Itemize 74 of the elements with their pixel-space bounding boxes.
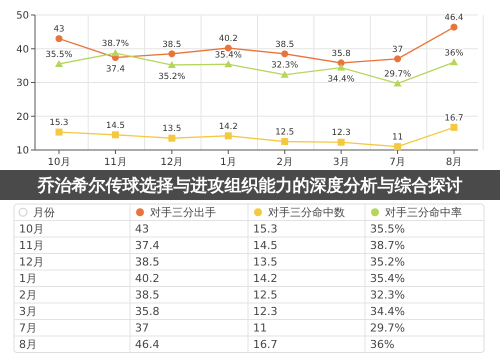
data-label: 32.3% — [271, 60, 298, 71]
text: 46.4 — [135, 338, 160, 351]
category-label: 10月 — [19, 222, 44, 236]
text: 14.2 — [253, 272, 278, 285]
category-label: 3月 — [19, 305, 37, 318]
text: 32.3% — [370, 288, 405, 302]
y-tick-label: 50 — [16, 10, 29, 22]
category-label: 2月 — [19, 288, 37, 302]
data-label: 37.4 — [106, 64, 125, 75]
x-tick-label: 1月 — [220, 157, 236, 168]
legend-title: 月份 — [33, 206, 55, 219]
legend-label: 对手三分命中数 — [268, 206, 345, 219]
data-label: 40.2 — [218, 34, 238, 44]
text: 35.8 — [135, 305, 160, 318]
x-tick-label: 11月 — [104, 157, 127, 168]
text: 35.4% — [370, 272, 405, 285]
text: 40.2 — [135, 272, 160, 285]
text: 38.5 — [135, 288, 160, 302]
text: 14.5 — [253, 239, 278, 252]
data-label: 34.4% — [328, 74, 355, 85]
data-label: 14.5 — [106, 120, 125, 131]
text: 15.3 — [253, 222, 278, 236]
text: 16.7 — [253, 338, 278, 351]
text: 37.4 — [135, 239, 160, 252]
text: 38.7% — [370, 239, 405, 252]
text: 12.3 — [253, 305, 278, 318]
category-label: 8月 — [19, 338, 37, 351]
legend-label: 对手三分出手 — [150, 206, 216, 219]
data-label: 38.7% — [102, 39, 129, 50]
data-label: 35.2% — [158, 72, 186, 82]
text: 35.5% — [370, 222, 405, 236]
data-label: 29.7% — [384, 70, 412, 80]
text: 13.5 — [253, 256, 278, 268]
data-label: 14.2 — [218, 122, 238, 132]
data-label: 35.8 — [332, 48, 351, 59]
data-label: 16.7 — [444, 113, 464, 124]
x-tick-label: 12月 — [160, 157, 184, 168]
data-label: 11 — [392, 132, 403, 143]
data-label: 15.3 — [50, 118, 68, 128]
data-label: 36% — [444, 48, 464, 58]
data-label: 38.5 — [275, 40, 294, 50]
text: 37 — [135, 322, 149, 334]
data-label: 35.5% — [45, 50, 73, 60]
x-tick-label: 8月 — [446, 157, 462, 168]
data-label: 46.4 — [444, 13, 464, 24]
y-tick-label: 40 — [16, 44, 29, 56]
data-label: 35.4% — [214, 50, 242, 60]
data-label: 37 — [392, 44, 403, 55]
text: 34.4% — [370, 305, 405, 318]
y-tick-label: 20 — [16, 112, 29, 123]
text: 36% — [370, 338, 394, 351]
y-tick-label: 10 — [16, 146, 29, 156]
text: 乔治希尔传球选择与进攻组织能力的深度分析与综合探讨 — [36, 176, 462, 196]
data-label: 13.5 — [162, 124, 182, 134]
category-label: 7月 — [19, 322, 37, 334]
category-label: 1月 — [19, 272, 37, 285]
text: 29.7% — [370, 322, 405, 334]
text: 12.5 — [253, 288, 278, 302]
data-label: 12.5 — [275, 128, 294, 138]
data-label: 38.5 — [162, 40, 182, 50]
x-tick-label: 3月 — [332, 157, 350, 168]
x-tick-label: 7月 — [389, 157, 406, 168]
data-label: 12.3 — [332, 128, 351, 138]
text: 35.2% — [370, 256, 405, 268]
text: 43 — [135, 222, 149, 236]
x-tick-label: 10月 — [48, 157, 70, 168]
x-tick-label: 2月 — [276, 157, 293, 168]
category-label: 12月 — [19, 256, 44, 268]
y-tick-label: 30 — [16, 78, 29, 89]
category-label: 11月 — [19, 239, 44, 252]
data-label: 43 — [54, 24, 64, 35]
legend-label: 对手三分命中率 — [385, 206, 462, 219]
text: 38.5 — [135, 256, 160, 268]
text: 11 — [253, 322, 267, 334]
